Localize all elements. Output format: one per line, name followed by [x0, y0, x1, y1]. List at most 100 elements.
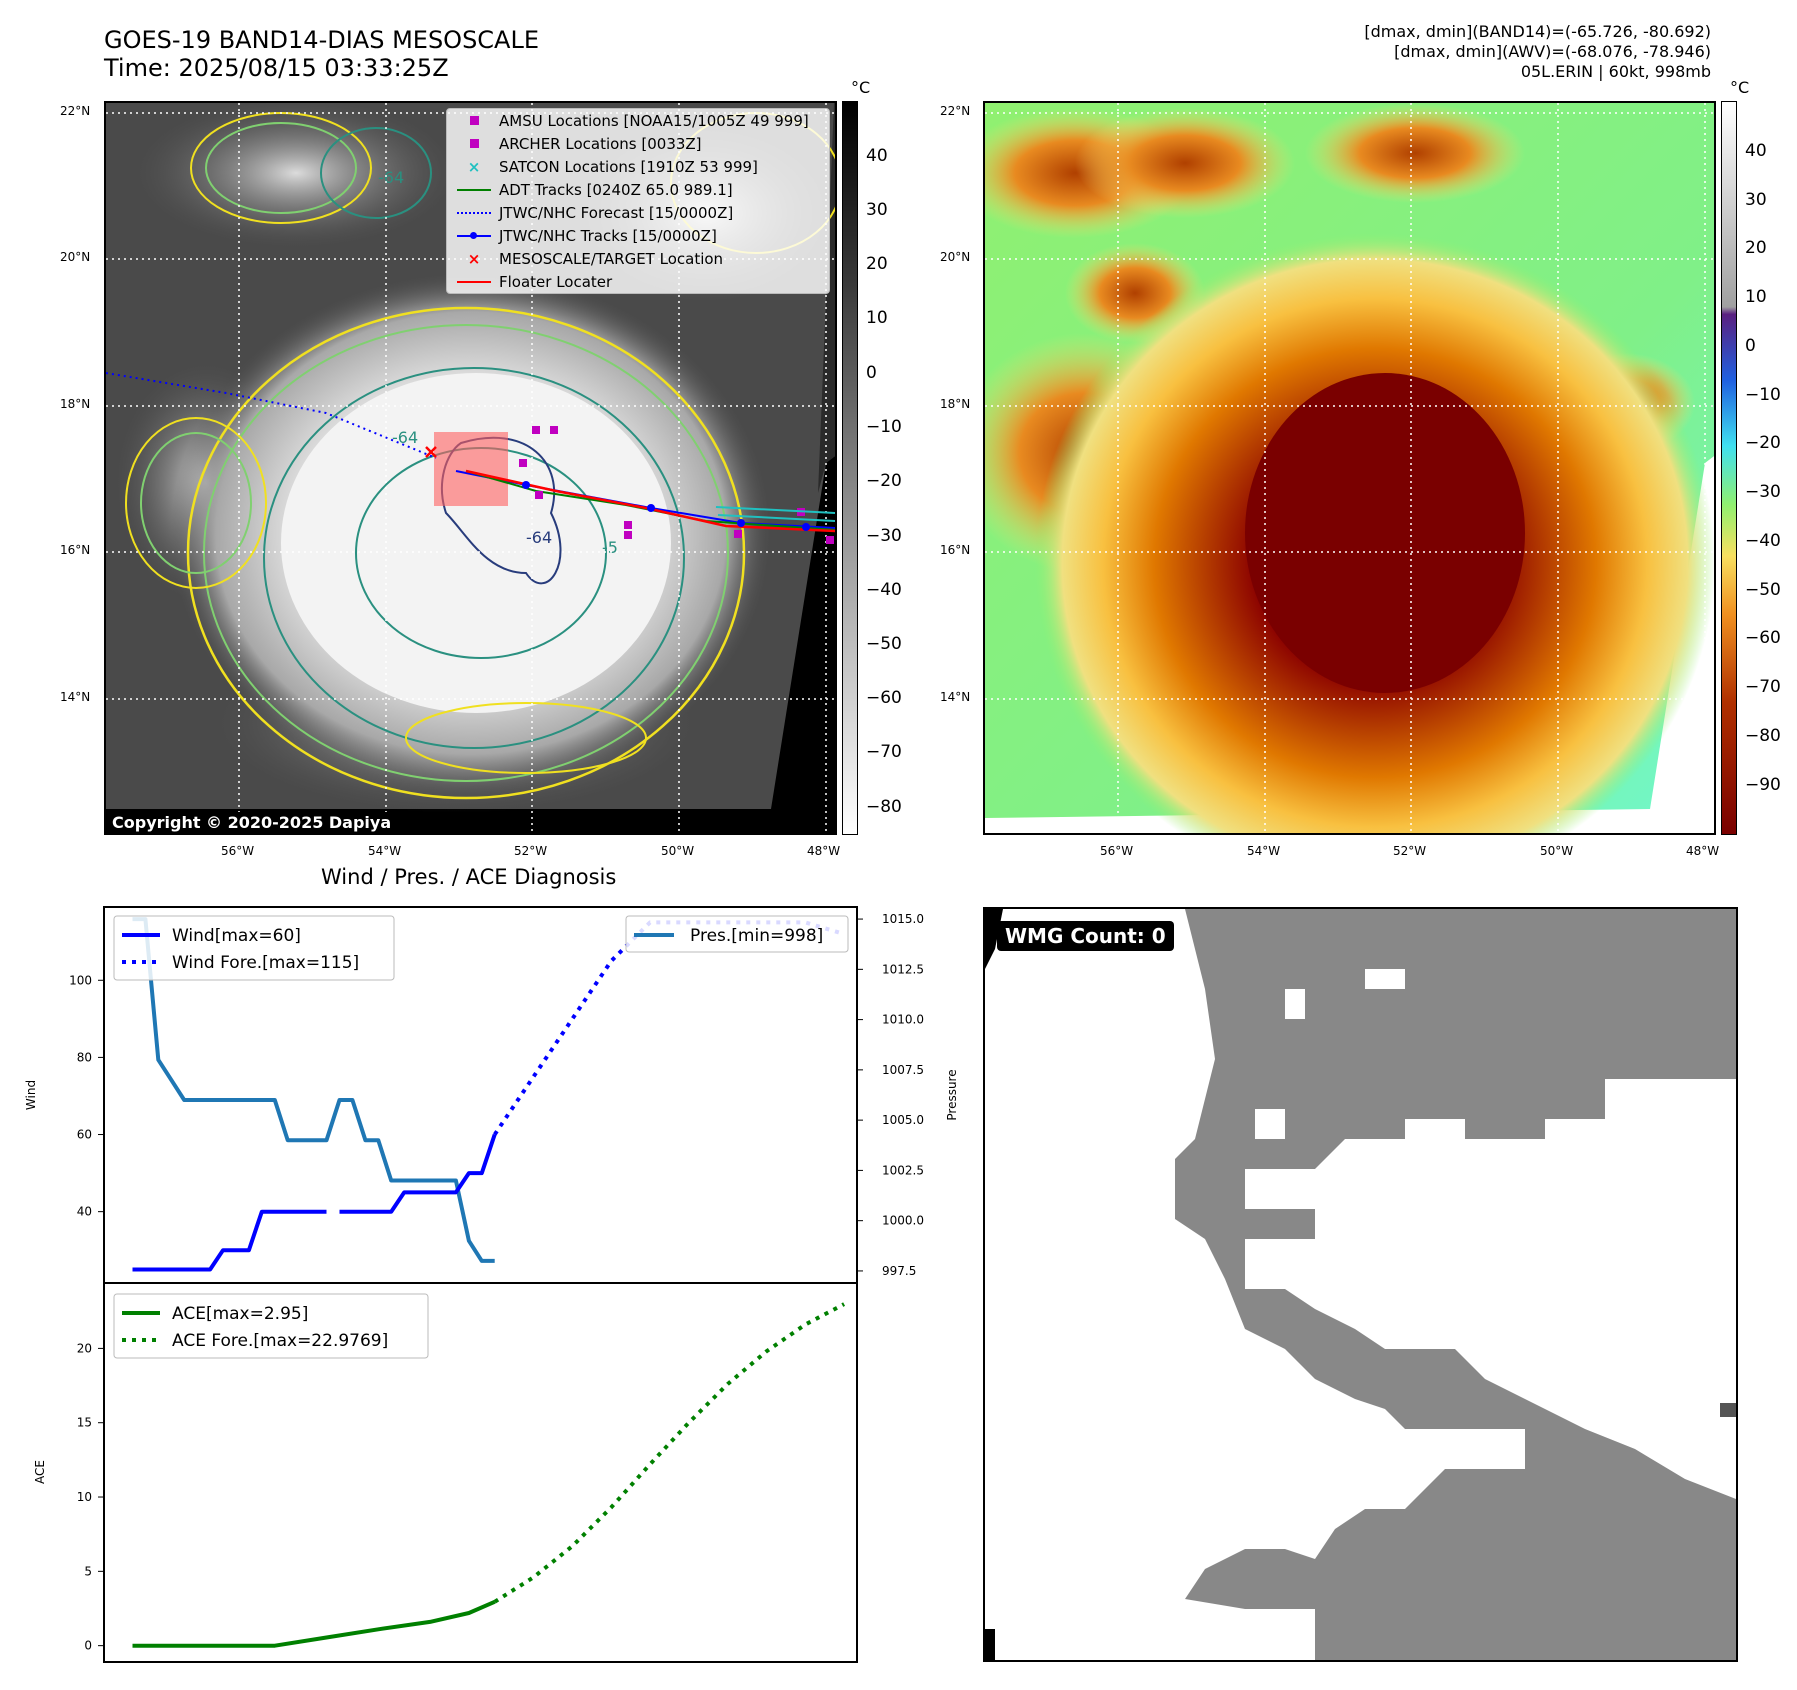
pressure-tick-label: 1000.0	[882, 1214, 924, 1228]
lon-label-52-right: 52°W	[1393, 844, 1427, 858]
lat-label-16-right: 16°N	[940, 543, 971, 557]
ace-legend-label: ACE[max=2.95]	[172, 1304, 308, 1324]
legend-floater: Floater Locater	[447, 270, 829, 293]
color-colorbar	[1721, 101, 1737, 835]
lat-label-18: 18°N	[60, 397, 91, 411]
copyright-badge: Copyright © 2020-2025 Dapiya	[106, 812, 398, 833]
lon-label-54: 54°W	[368, 844, 402, 858]
track-points	[522, 481, 810, 531]
ace-axis-label: ACE	[33, 1460, 47, 1484]
pressure-tick-label: 1010.0	[882, 1013, 924, 1027]
wind-forecast-line	[493, 920, 845, 1136]
color-tick: 30	[1745, 190, 1767, 210]
forecast-track	[106, 372, 437, 459]
ace-tick-label: 0	[84, 1639, 92, 1653]
legend-forecast: JTWC/NHC Forecast [15/0000Z]	[447, 201, 829, 224]
figure-title-line1: GOES-19 BAND14-DIAS MESOSCALE	[104, 26, 540, 54]
color-tick: 40	[1745, 141, 1767, 161]
figure-title-line2: Time: 2025/08/15 03:33:25Z	[104, 54, 449, 82]
ir-grayscale-svg: -64 -64 -64 -5	[106, 103, 835, 833]
gray-tick: −40	[866, 580, 902, 600]
ir-color-svg	[985, 103, 1714, 833]
diagnosis-chart: 406080100997.51000.01002.51005.01007.510…	[24, 906, 959, 1663]
legend-adt: ADT Tracks [0240Z 65.0 989.1]	[447, 178, 829, 201]
wind-forecast-legend-label: Wind Fore.[max=115]	[172, 953, 359, 973]
figure-title: GOES-19 BAND14-DIAS MESOSCALE Time: 2025…	[104, 26, 539, 82]
ir-grayscale-map: -64 -64 -64 -5	[104, 101, 837, 835]
square-marker-icon	[469, 116, 479, 125]
square-marker-icon	[469, 139, 479, 148]
map-legend: AMSU Locations [NOAA15/1005Z 49 999] ARC…	[446, 108, 830, 294]
pressure-axis-label: Pressure	[945, 1069, 959, 1120]
gray-tick: −10	[866, 417, 902, 437]
satcon-points	[715, 506, 835, 522]
dmax-awv: [dmax, dmin](AWV)=(-68.076, -78.946)	[1394, 42, 1711, 61]
color-tick: −30	[1745, 482, 1781, 502]
wind-axis-label: Wind	[24, 1080, 38, 1110]
line-marker-icon	[457, 280, 491, 283]
lon-label-50: 50°W	[661, 844, 695, 858]
lat-label-14: 14°N	[60, 690, 91, 704]
color-tick: −10	[1745, 385, 1781, 405]
dmax-band14: [dmax, dmin](BAND14)=(-65.726, -80.692)	[1364, 22, 1711, 41]
pressure-legend-label: Pres.[min=998]	[690, 926, 823, 946]
pressure-legend-box	[625, 915, 849, 953]
gray-tick: −30	[866, 526, 902, 546]
lat-label-14-right: 14°N	[940, 690, 971, 704]
contour-label-3: -64	[526, 528, 552, 547]
pressure-tick-label: 997.5	[882, 1264, 916, 1278]
wmg-count-badge: WMG Count: 0	[997, 921, 1174, 951]
gray-tick: 0	[866, 363, 877, 383]
gray-tick: 20	[866, 254, 888, 274]
x-marker-icon: ×	[467, 249, 481, 268]
lat-label-20-right: 20°N	[940, 250, 971, 264]
dotted-line-icon	[457, 211, 491, 214]
lat-label-22: 22°N	[60, 104, 91, 118]
color-tick: −50	[1745, 580, 1781, 600]
ace-legend-box	[113, 1293, 429, 1359]
color-colorbar-unit: °C	[1730, 78, 1750, 97]
gray-tick: 40	[866, 146, 888, 166]
gridlines-color	[985, 103, 1714, 833]
ace-forecast-legend-label: ACE Fore.[max=22.9769]	[172, 1331, 388, 1351]
ace-forecast-line	[493, 1302, 846, 1604]
gray-tick: −70	[866, 742, 902, 762]
ace-tick-label: 20	[77, 1341, 92, 1355]
legend-target: × MESOSCALE/TARGET Location	[447, 247, 829, 270]
lat-label-22-right: 22°N	[940, 104, 971, 118]
pressure-tick-label: 1015.0	[882, 912, 924, 926]
pressure-tick-label: 1007.5	[882, 1063, 924, 1077]
gray-colorbar	[842, 101, 858, 835]
target-x-marker	[425, 446, 437, 458]
color-tick: −70	[1745, 677, 1781, 697]
gray-tick: −20	[866, 471, 902, 491]
lat-label-18-right: 18°N	[940, 397, 971, 411]
ace-tick-label: 10	[77, 1490, 92, 1504]
lon-label-48-right: 48°W	[1686, 844, 1720, 858]
color-tick: 0	[1745, 336, 1756, 356]
line-marker-icon	[457, 188, 491, 191]
legend-satcon: × SATCON Locations [1910Z 53 999]	[447, 155, 829, 178]
wind-legend-box	[113, 915, 395, 981]
wind-tick-label: 40	[77, 1205, 92, 1219]
pressure-tick-label: 1005.0	[882, 1113, 924, 1127]
ace-tick-label: 15	[77, 1416, 92, 1430]
lon-label-56-right: 56°W	[1100, 844, 1134, 858]
gray-tick: 10	[866, 308, 888, 328]
x-marker-icon: ×	[467, 157, 481, 176]
color-tick: −40	[1745, 531, 1781, 551]
color-tick: −80	[1745, 726, 1781, 746]
color-tick: −60	[1745, 628, 1781, 648]
gray-colorbar-unit: °C	[851, 78, 871, 97]
lon-label-52: 52°W	[514, 844, 548, 858]
gray-tick: 30	[866, 200, 888, 220]
lat-label-16: 16°N	[60, 543, 91, 557]
color-tick: −90	[1745, 775, 1781, 795]
lon-label-48: 48°W	[807, 844, 841, 858]
lon-label-54-right: 54°W	[1247, 844, 1281, 858]
legend-amsu: AMSU Locations [NOAA15/1005Z 49 999]	[447, 109, 829, 132]
contour-label-1: -64	[378, 168, 404, 187]
ace-frame	[103, 1282, 858, 1663]
wmg-mask-svg	[985, 909, 1736, 1660]
ace-line	[132, 1599, 496, 1648]
